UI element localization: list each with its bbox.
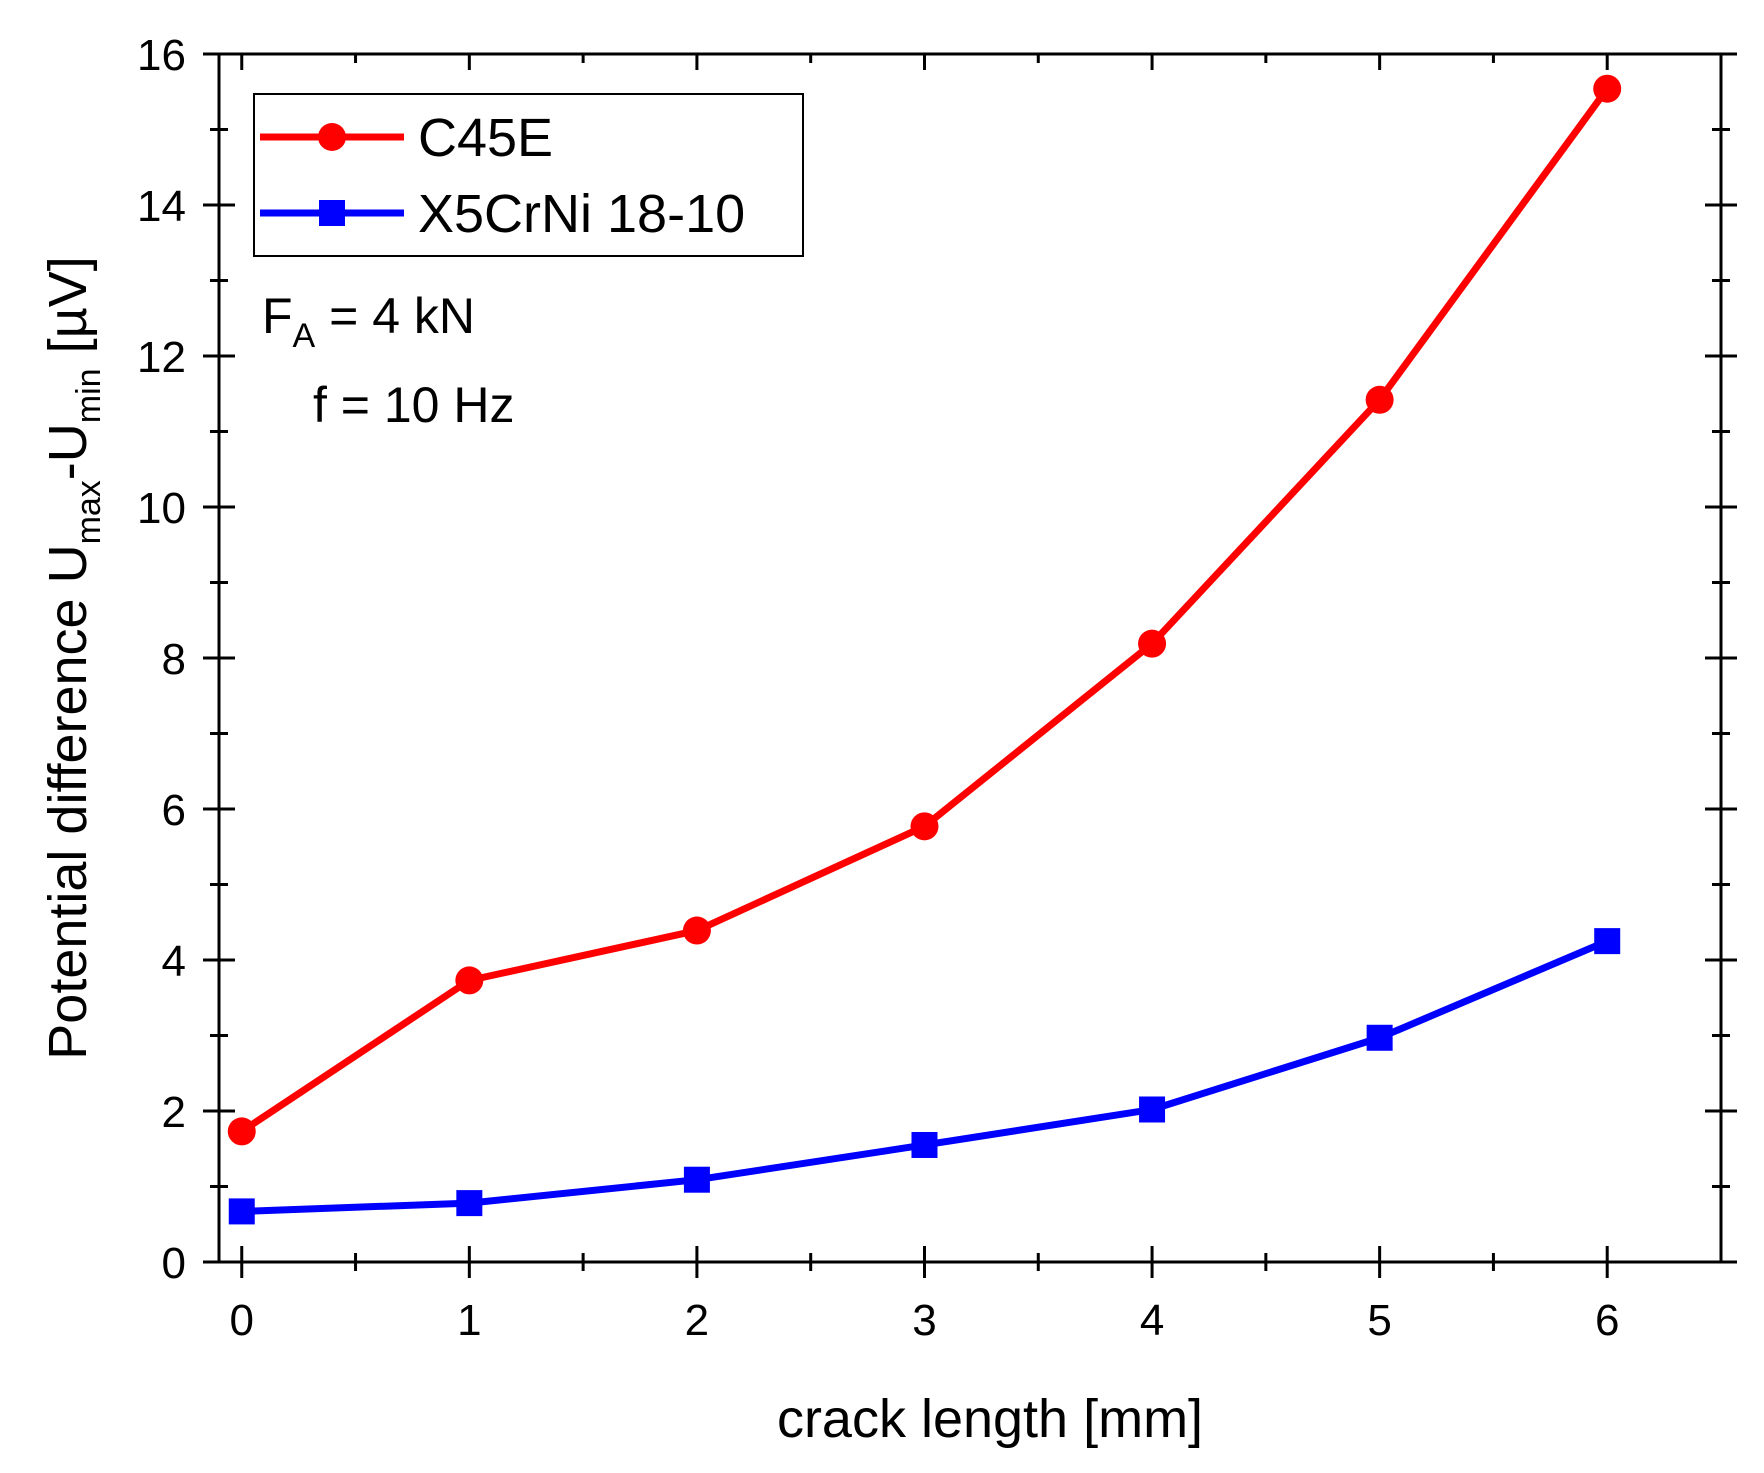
y-axis-title: Potential difference Umax-Umin [µV] <box>38 256 108 1059</box>
data-point-c45e <box>682 916 711 945</box>
y-tick-label: 0 <box>162 1239 186 1288</box>
x-tick-label: 0 <box>230 1296 254 1345</box>
y-tick-label: 6 <box>162 786 186 835</box>
y-tick-label: 2 <box>162 1088 186 1137</box>
axis-ticks <box>203 52 1737 1278</box>
y-tick-label: 12 <box>137 333 186 382</box>
annotation-frequency: f = 10 Hz <box>313 377 515 433</box>
data-point-c45e <box>1138 629 1167 658</box>
annotation-force-prefix: F <box>262 288 293 344</box>
x-tick-label: 6 <box>1595 1296 1619 1345</box>
annotation-force-suffix: = 4 kN <box>315 288 475 344</box>
legend-label-c45e: C45E <box>418 108 553 168</box>
legend-marker-c45e <box>318 123 346 151</box>
data-point-c45e <box>1365 385 1394 414</box>
data-point-x5crni-18-10 <box>683 1166 710 1193</box>
data-point-x5crni-18-10 <box>228 1198 255 1225</box>
legend-label-x5crni: X5CrNi 18-10 <box>418 184 745 244</box>
y-tick-label: 14 <box>137 182 186 231</box>
series-layer <box>227 74 1622 1225</box>
y-tick-label: 10 <box>137 484 186 533</box>
data-point-x5crni-18-10 <box>456 1190 483 1217</box>
y-tick-label: 16 <box>137 31 186 80</box>
y-axis-title-main: Potential difference U <box>38 544 98 1059</box>
legend-marker-x5crni <box>319 200 345 226</box>
data-point-c45e <box>455 966 484 995</box>
x-tick-label: 4 <box>1140 1296 1164 1345</box>
y-tick-label: 4 <box>162 937 186 986</box>
y-tick-label: 8 <box>162 635 186 684</box>
y-axis-title-unit: [µV] <box>38 256 98 368</box>
data-point-x5crni-18-10 <box>1139 1096 1166 1123</box>
annotation-force-sub: A <box>293 317 316 355</box>
data-point-c45e <box>227 1117 256 1146</box>
data-point-c45e <box>1593 74 1622 103</box>
legend: C45E X5CrNi 18-10 <box>253 93 804 257</box>
y-axis-title-mid: -U <box>38 423 98 480</box>
data-point-c45e <box>910 812 939 841</box>
data-point-x5crni-18-10 <box>911 1131 938 1158</box>
legend-box <box>253 93 804 257</box>
series-line-x5crni-18-10 <box>241 937 1609 1215</box>
x-tick-label: 1 <box>457 1296 481 1345</box>
x-tick-label: 5 <box>1367 1296 1391 1345</box>
x-tick-label: 3 <box>912 1296 936 1345</box>
annotation-force: FA = 4 kN <box>262 288 475 355</box>
data-point-x5crni-18-10 <box>1594 928 1621 955</box>
x-axis-title: crack length [mm] <box>777 1389 1203 1449</box>
x-tick-label: 2 <box>685 1296 709 1345</box>
data-point-x5crni-18-10 <box>1366 1024 1393 1051</box>
y-axis-title-sub1: max <box>70 480 108 544</box>
y-axis-title-sub2: min <box>70 368 108 423</box>
